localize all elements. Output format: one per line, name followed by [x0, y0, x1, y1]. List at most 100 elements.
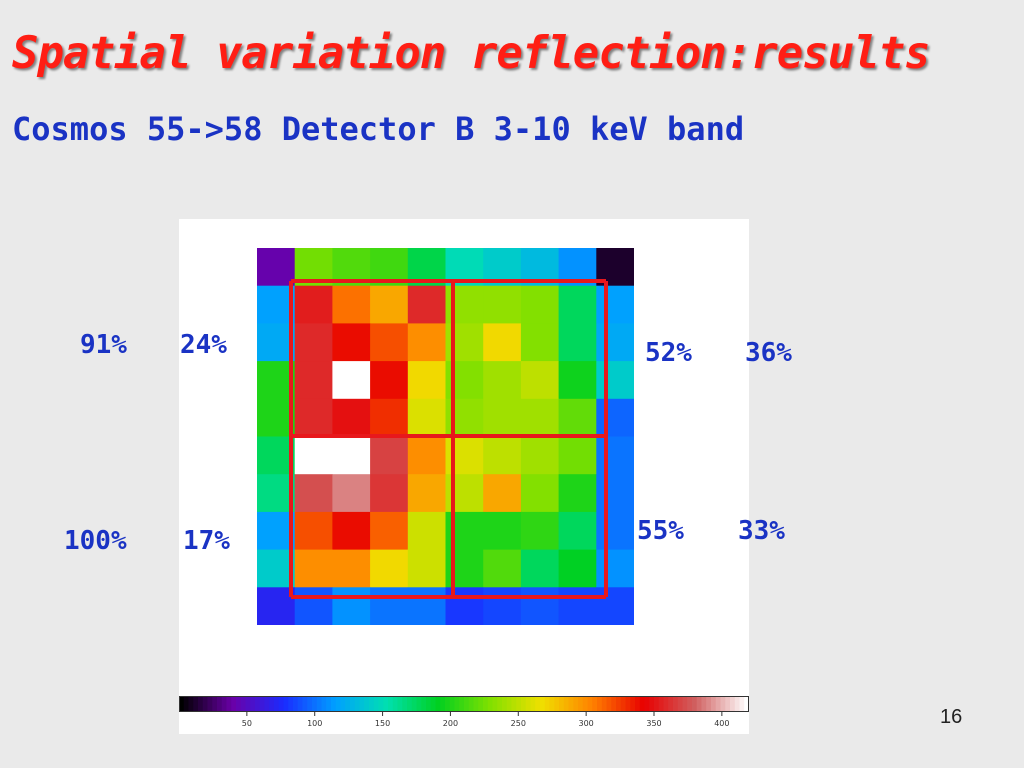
colorbar-segment — [350, 696, 356, 712]
colorbar-segment — [497, 696, 503, 712]
colorbar-segment — [302, 696, 308, 712]
colorbar-segment — [326, 696, 332, 712]
colorbar-segment — [673, 696, 679, 712]
heatmap-cell-r5-c2 — [332, 436, 371, 475]
colorbar-segment — [293, 696, 299, 712]
heatmap-cell-r2-c4 — [407, 323, 446, 362]
colorbar-segment — [340, 696, 346, 712]
colorbar-segment — [677, 696, 684, 712]
colorbar-segment — [264, 696, 270, 712]
colorbar-segment — [312, 696, 318, 712]
colorbar-segment — [307, 696, 313, 712]
colorbar-panel: 50 100 150 200 250 300 350 400 — [179, 694, 749, 734]
colorbar-segment — [468, 696, 475, 712]
colorbar-segment — [540, 696, 546, 712]
label-top-right-a: 52% — [645, 338, 692, 368]
colorbar-segment — [259, 696, 266, 712]
colorbar-segment — [502, 696, 508, 712]
heatmap-cell-r8-c8 — [558, 549, 597, 588]
heatmap-cell-r8-c3 — [370, 549, 409, 588]
heatmap-cell-r4-c1 — [294, 398, 333, 437]
heatmap-cell-r6-c6 — [483, 474, 522, 513]
colorbar-segment — [635, 696, 641, 712]
colorbar-segment — [616, 696, 622, 712]
colorbar-segment — [193, 696, 199, 712]
colorbar-tick-label: 100 — [307, 719, 322, 728]
colorbar-tick-label: 400 — [714, 719, 729, 728]
colorbar-segment — [744, 696, 749, 712]
colorbar-tick-label: 350 — [646, 719, 661, 728]
colorbar-segment — [649, 696, 655, 712]
colorbar-segment — [245, 696, 251, 712]
colorbar-segment — [692, 696, 698, 712]
colorbar-segment — [620, 696, 627, 712]
colorbar-segment — [316, 696, 323, 712]
heatmap-cell-r9-c8 — [558, 587, 597, 625]
heatmap-cell-r0-c0 — [257, 248, 296, 287]
colorbar-segment — [715, 696, 722, 712]
heatmap-cell-r5-c0 — [257, 436, 296, 475]
heatmap-cell-r6-c9 — [596, 474, 634, 513]
heatmap-cell-r7-c0 — [257, 511, 296, 550]
heatmap-cell-r4-c9 — [596, 398, 634, 437]
label-bottom-right-b: 33% — [738, 516, 785, 546]
colorbar-segment — [464, 696, 470, 712]
colorbar-segment — [426, 696, 432, 712]
heatmap-cell-r4-c7 — [520, 398, 559, 437]
heatmap-cell-r9-c1 — [294, 587, 333, 625]
heatmap-cell-r6-c8 — [558, 474, 597, 513]
heatmap-cell-r8-c1 — [294, 549, 333, 588]
heatmap-cell-r3-c3 — [370, 361, 409, 400]
colorbar-segment — [597, 696, 603, 712]
colorbar-segment — [668, 696, 674, 712]
colorbar-segment — [578, 696, 584, 712]
heatmap-cell-r7-c2 — [332, 511, 371, 550]
colorbar-segment — [563, 696, 570, 712]
heatmap-cell-r5-c4 — [407, 436, 446, 475]
heatmap-cell-r8-c6 — [483, 549, 522, 588]
colorbar-segment — [402, 696, 408, 712]
colorbar-frame — [179, 696, 749, 712]
slide-subtitle: Cosmos 55->58 Detector B 3-10 keV band — [12, 110, 745, 148]
heatmap-cell-r9-c7 — [520, 587, 559, 625]
colorbar-segment — [521, 696, 527, 712]
colorbar-segment — [639, 696, 646, 712]
colorbar-segment — [255, 696, 261, 712]
heatmap-cell-r7-c4 — [407, 511, 446, 550]
heatmap-cell-r1-c6 — [483, 285, 522, 324]
colorbar-segment — [297, 696, 304, 712]
heatmap-cell-r9-c0 — [257, 587, 296, 625]
colorbar-segment — [212, 696, 218, 712]
heatmap-cell-r1-c8 — [558, 285, 597, 324]
heatmap-cell-r8-c7 — [520, 549, 559, 588]
heatmap-cell-r5-c3 — [370, 436, 409, 475]
heatmap-cell-r8-c9 — [596, 549, 634, 588]
colorbar-segment — [478, 696, 484, 712]
label-top-left-a: 91% — [80, 330, 127, 360]
heatmap-cell-r1-c7 — [520, 285, 559, 324]
colorbar-tick-label: 200 — [443, 719, 458, 728]
heatmap-cell-r5-c8 — [558, 436, 597, 475]
colorbar-segment — [383, 696, 389, 712]
heatmap-cell-r4-c4 — [407, 398, 446, 437]
colorbar-segment — [397, 696, 403, 712]
colorbar-tick-label: 300 — [579, 719, 594, 728]
colorbar-segment — [483, 696, 489, 712]
colorbar-segment — [725, 696, 731, 712]
colorbar-segment — [179, 696, 185, 712]
colorbar-segment — [430, 696, 437, 712]
colorbar-segment — [369, 696, 375, 712]
colorbar-segment — [250, 696, 256, 712]
colorbar-segment — [630, 696, 636, 712]
colorbar-segment — [449, 696, 456, 712]
label-bottom-left-a: 100% — [64, 526, 127, 556]
heatmap-cell-r1-c0 — [257, 285, 296, 324]
heatmap-cell-r1-c1 — [294, 285, 333, 324]
heatmap-cell-r3-c4 — [407, 361, 446, 400]
colorbar-segment — [188, 696, 194, 712]
heatmap-cell-r5-c9 — [596, 436, 634, 475]
heatmap-cell-r3-c1 — [294, 361, 333, 400]
colorbar: 50 100 150 200 250 300 350 400 — [179, 696, 749, 728]
colorbar-segment — [573, 696, 579, 712]
heatmap-cell-r5-c6 — [483, 436, 522, 475]
